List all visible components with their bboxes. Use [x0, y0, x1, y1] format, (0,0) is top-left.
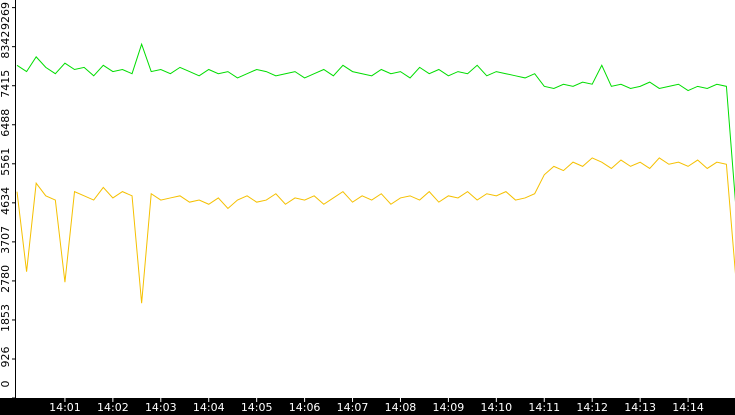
- y-tick-label: 9269: [0, 2, 12, 30]
- y-tick-label: 3707: [0, 226, 12, 254]
- series-line: [16, 42, 735, 203]
- x-tick-label: 14:11: [528, 401, 560, 414]
- x-tick-label: 14:14: [672, 401, 704, 414]
- x-tick-label: 14:04: [193, 401, 225, 414]
- x-tick-label: 14:03: [145, 401, 177, 414]
- y-tick-label: 7415: [0, 70, 12, 98]
- x-tick-label: 14:01: [49, 401, 81, 414]
- x-tick-label: 14:09: [433, 401, 465, 414]
- y-tick-label: 6488: [0, 109, 12, 137]
- x-axis-band: [0, 398, 735, 415]
- y-tick-label: 8342: [0, 31, 12, 59]
- y-tick-label: 926: [0, 347, 12, 368]
- x-tick-label: 14:08: [385, 401, 417, 414]
- series-line: [16, 157, 735, 304]
- y-tick-label: 0: [0, 381, 12, 388]
- y-tick-label: 4634: [0, 187, 12, 215]
- y-tick-label: 2780: [0, 265, 12, 293]
- x-tick-label: 14:10: [480, 401, 512, 414]
- y-tick-label: 1853: [0, 304, 12, 332]
- x-tick-label: 14:05: [241, 401, 273, 414]
- x-tick-label: 14:07: [337, 401, 369, 414]
- x-tick-label: 14:02: [97, 401, 129, 414]
- x-tick-label: 14:13: [624, 401, 656, 414]
- x-tick-label: 14:06: [289, 401, 321, 414]
- x-tick-label: 14:12: [576, 401, 608, 414]
- y-tick-label: 5561: [0, 148, 12, 176]
